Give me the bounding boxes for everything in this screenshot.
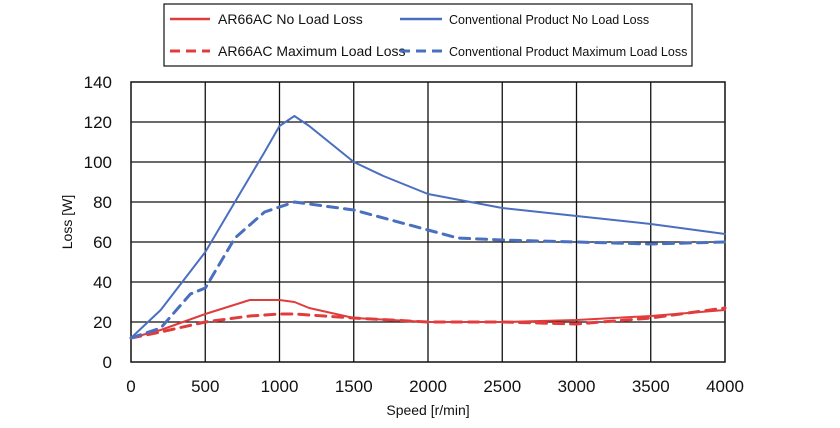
y-tick-label: 20 [93, 313, 112, 332]
y-tick-label: 60 [93, 233, 112, 252]
series-line-3 [129, 200, 727, 340]
legend-items: AR66AC No Load Loss AR66AC Maximum Load L… [170, 11, 687, 59]
series-line-0 [130, 299, 726, 339]
y-tick-label: 0 [103, 353, 112, 372]
legend: AR66AC No Load Loss AR66AC Maximum Load L… [163, 3, 693, 67]
legend-label-2: Conventional Product No Load Loss [449, 13, 649, 27]
x-tick-label: 3500 [632, 377, 670, 396]
series-line-2 [130, 115, 726, 339]
x-tick-label: 1500 [335, 377, 373, 396]
y-axis-label: Loss [W] [59, 195, 75, 249]
x-tick-label: 2500 [483, 377, 521, 396]
y-tick-label: 140 [84, 73, 112, 92]
x-tick-label: 0 [126, 377, 135, 396]
series-line-1 [129, 306, 727, 340]
y-tick-label: 120 [84, 113, 112, 132]
x-tick-label: 3000 [558, 377, 596, 396]
x-tick-label: 500 [191, 377, 219, 396]
x-tick-label: 4000 [706, 377, 744, 396]
y-tick-label: 40 [93, 273, 112, 292]
y-tick-label: 100 [84, 153, 112, 172]
tick-labels: 0 500 1000 1500 2000 2500 3000 3500 4000 0 20 40 60 8… [84, 73, 744, 396]
series-lines [129, 115, 727, 340]
x-tick-label: 2000 [409, 377, 447, 396]
grid-lines [131, 82, 725, 362]
legend-label-3: Conventional Product Maximum Load Loss [449, 45, 687, 59]
legend-label-1: AR66AC Maximum Load Loss [218, 43, 406, 59]
x-axis-label: Speed [r/min] [386, 402, 469, 418]
x-tick-label: 1000 [261, 377, 299, 396]
legend-box [163, 3, 693, 67]
y-tick-label: 80 [93, 193, 112, 212]
legend-label-0: AR66AC No Load Loss [218, 11, 363, 27]
